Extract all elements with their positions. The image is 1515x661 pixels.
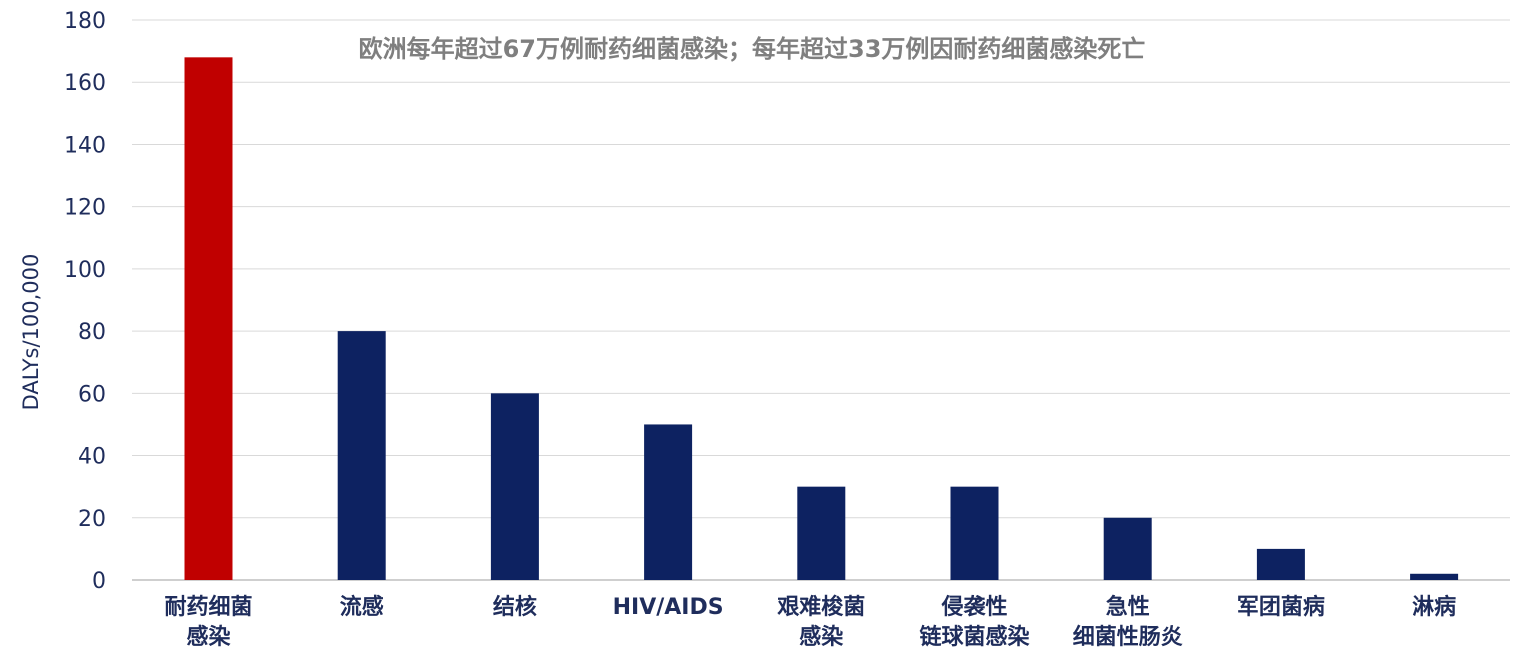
bar (184, 57, 233, 581)
y-tick-label: 40 (78, 445, 106, 470)
x-tick-label: 淋病 (1412, 594, 1456, 620)
x-tick-label: 急性细菌性肠炎 (1073, 594, 1183, 650)
y-tick-label: 20 (78, 507, 106, 532)
bar (950, 486, 999, 580)
bars (184, 57, 1459, 581)
y-tick-label: 120 (64, 196, 106, 221)
y-tick-label: 80 (78, 320, 106, 345)
y-axis-label: DALYs/100,000 (19, 254, 43, 411)
bar (1103, 517, 1152, 580)
bar (1256, 548, 1305, 580)
y-tick-label: 140 (64, 133, 106, 158)
chart-title: 欧洲每年超过67万例耐药细菌感染；每年超过33万例因耐药细菌感染死亡 (359, 35, 1146, 63)
bar (797, 486, 846, 580)
y-tick-label: 60 (78, 382, 106, 407)
bar (337, 331, 386, 580)
bar (490, 393, 539, 580)
y-tick-label: 180 (64, 9, 106, 34)
y-tick-label: 100 (64, 258, 106, 283)
x-tick-label: 艰难梭菌感染 (776, 594, 865, 650)
x-tick-label: 耐药细菌感染 (164, 594, 252, 650)
bar (1410, 573, 1459, 580)
x-tick-label: 侵袭性链球菌感染 (919, 594, 1029, 650)
x-tick-label: 军团菌病 (1237, 594, 1325, 620)
x-tick-label: HIV/AIDS (613, 595, 724, 620)
y-tick-label: 0 (92, 569, 106, 594)
x-tick-label: 结核 (493, 594, 537, 620)
x-tick-label: 流感 (340, 594, 384, 620)
bar (644, 424, 693, 580)
y-tick-label: 160 (64, 71, 106, 96)
y-tick-labels: 0 20 40 60 80 100 120 140 160 180 (64, 9, 106, 594)
